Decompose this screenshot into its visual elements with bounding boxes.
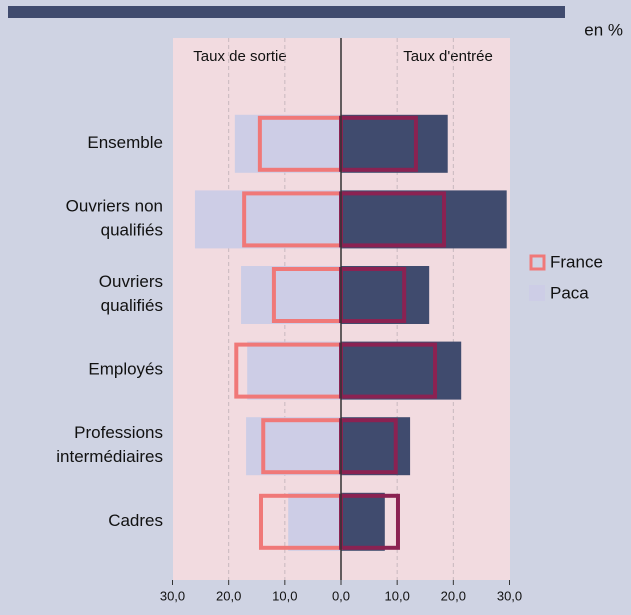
- legend-swatch: [529, 254, 546, 271]
- right-label: Taux d'entrée: [403, 48, 493, 65]
- bar: [194, 190, 341, 249]
- category-label: Ouvriers qualifiés: [99, 272, 163, 315]
- bar: [341, 190, 507, 249]
- x-tick-label: 0,0: [332, 588, 350, 603]
- category-label: Ensemble: [87, 133, 163, 152]
- x-tick-label: 20,0: [441, 588, 466, 603]
- bar: [247, 341, 341, 400]
- bar: [241, 266, 341, 324]
- bar: [288, 492, 341, 551]
- category-line: Cadres: [108, 511, 163, 530]
- bar: [341, 341, 462, 400]
- legend-swatch: [529, 285, 545, 301]
- x-tick-label: 30,0: [160, 588, 185, 603]
- x-tick-label: 10,0: [272, 588, 297, 603]
- category-line: intermédiaires: [56, 448, 163, 467]
- category-label: Professions intermédiaires: [56, 424, 163, 467]
- x-tick-label: 10,0: [385, 588, 410, 603]
- bar: [341, 114, 448, 173]
- category-line: Ouvriers non: [66, 197, 163, 216]
- category-line: Ensemble: [87, 133, 163, 152]
- bar: [341, 417, 411, 476]
- bar: [341, 266, 430, 324]
- bar: [341, 492, 385, 551]
- bar: [246, 417, 341, 476]
- category-line: Professions: [74, 424, 163, 443]
- unit-label: en %: [584, 20, 623, 39]
- category-line: qualifiés: [101, 221, 163, 240]
- bar: [234, 114, 341, 173]
- header-bar: [8, 6, 565, 18]
- left-label: Taux de sortie: [193, 48, 286, 65]
- category-label: Cadres: [108, 511, 163, 530]
- x-tick-label: 30,0: [497, 588, 522, 603]
- category-line: Employés: [88, 360, 163, 379]
- legend-label: Paca: [550, 283, 589, 302]
- category-label: Ouvriers non qualifiés: [66, 197, 163, 240]
- category-line: Ouvriers: [99, 272, 163, 291]
- legend-label: France: [550, 252, 603, 271]
- category-line: qualifiés: [101, 296, 163, 315]
- category-label: Employés: [88, 360, 163, 379]
- x-tick-label: 20,0: [216, 588, 241, 603]
